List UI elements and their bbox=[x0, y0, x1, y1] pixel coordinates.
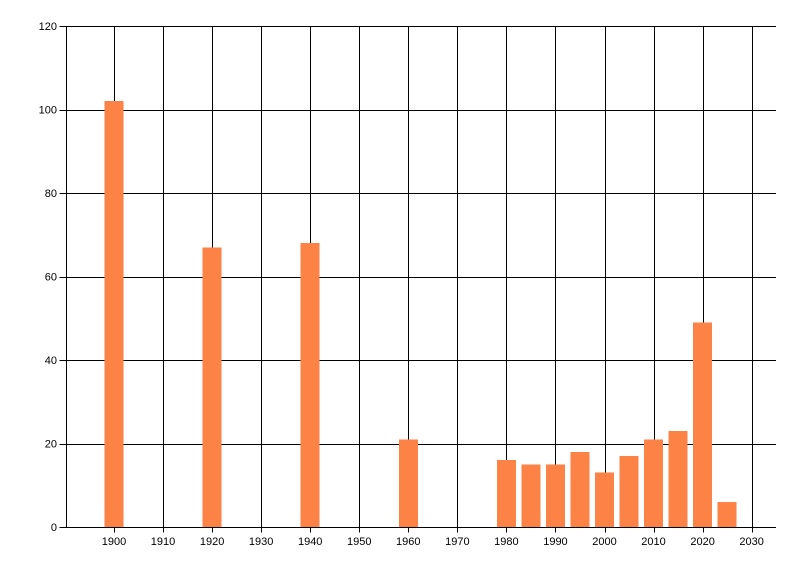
bar-2020 bbox=[693, 322, 713, 527]
x-axis-tick-label: 1970 bbox=[445, 536, 469, 548]
x-axis-tick-label: 1900 bbox=[102, 536, 126, 548]
bar-2015 bbox=[668, 430, 688, 527]
bar-1995 bbox=[570, 451, 590, 527]
x-axis-tick-label: 1960 bbox=[396, 536, 420, 548]
x-axis-tick-label: 1990 bbox=[543, 536, 567, 548]
bar-1960 bbox=[398, 439, 418, 527]
x-axis-tick-label: 1920 bbox=[200, 536, 224, 548]
y-axis-tick-label: 60 bbox=[45, 272, 57, 284]
y-axis-tick-label: 120 bbox=[39, 21, 57, 33]
x-axis-tick-label: 1940 bbox=[298, 536, 322, 548]
y-axis-tick-label: 0 bbox=[51, 522, 57, 534]
x-axis-tick-label: 1950 bbox=[347, 536, 371, 548]
bar-2025 bbox=[717, 501, 737, 527]
x-axis-tick-label: 2010 bbox=[641, 536, 665, 548]
y-axis-tick-label: 80 bbox=[45, 188, 57, 200]
x-axis-tick-label: 2000 bbox=[592, 536, 616, 548]
bar-1985 bbox=[521, 464, 541, 527]
bar-1980 bbox=[496, 460, 516, 527]
bar-2005 bbox=[619, 456, 639, 527]
bar-1940 bbox=[300, 243, 320, 527]
y-axis-tick-label: 20 bbox=[45, 439, 57, 451]
x-axis-tick-label: 1980 bbox=[494, 536, 518, 548]
bar-1990 bbox=[545, 464, 565, 527]
bar-2010 bbox=[644, 439, 664, 527]
x-axis-tick-label: 1910 bbox=[151, 536, 175, 548]
bar-1900 bbox=[104, 101, 124, 528]
x-axis-tick-label: 2020 bbox=[690, 536, 714, 548]
x-axis-tick-label: 2030 bbox=[739, 536, 763, 548]
y-axis-tick-label: 40 bbox=[45, 355, 57, 367]
x-axis-tick-label: 1930 bbox=[249, 536, 273, 548]
y-axis-tick-label: 100 bbox=[39, 105, 57, 117]
bar-2000 bbox=[595, 472, 614, 527]
bar-1920 bbox=[202, 247, 222, 527]
